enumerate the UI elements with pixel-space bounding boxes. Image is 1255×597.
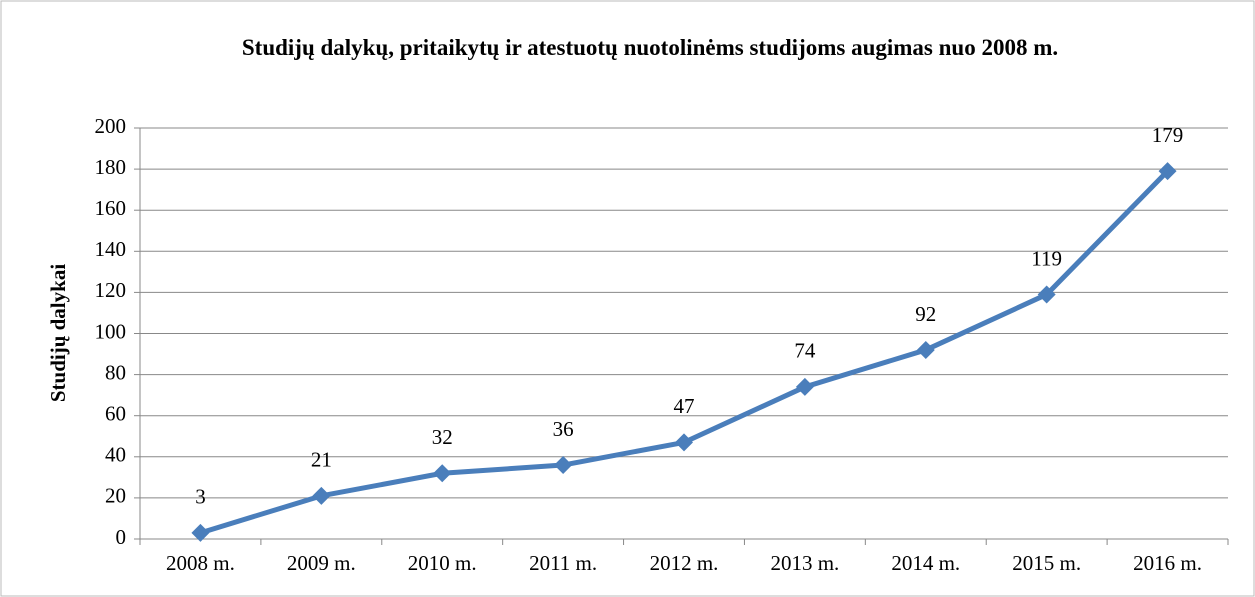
data-label: 36 bbox=[553, 417, 574, 441]
marker bbox=[191, 523, 210, 542]
data-label: 74 bbox=[794, 339, 816, 363]
y-tick-label: 200 bbox=[95, 114, 127, 138]
x-tick-label: 2013 m. bbox=[770, 551, 839, 575]
data-label: 21 bbox=[311, 448, 332, 472]
data-label: 3 bbox=[195, 485, 206, 509]
marker bbox=[795, 377, 814, 396]
data-label: 32 bbox=[432, 425, 453, 449]
marker bbox=[312, 486, 331, 505]
y-tick-label: 20 bbox=[105, 484, 126, 508]
x-tick-label: 2014 m. bbox=[891, 551, 960, 575]
data-label: 47 bbox=[674, 394, 695, 418]
data-label: 119 bbox=[1031, 246, 1062, 270]
x-tick-label: 2015 m. bbox=[1012, 551, 1081, 575]
y-tick-label: 120 bbox=[95, 278, 127, 302]
chart-title: Studijų dalykų, pritaikytų ir atestuotų … bbox=[241, 35, 1059, 60]
y-tick-label: 80 bbox=[105, 360, 126, 384]
x-tick-label: 2009 m. bbox=[287, 551, 356, 575]
x-tick-label: 2008 m. bbox=[166, 551, 235, 575]
y-tick-label: 40 bbox=[105, 443, 126, 467]
line bbox=[199, 169, 1170, 536]
data-label: 92 bbox=[915, 302, 936, 326]
y-tick-label: 160 bbox=[95, 196, 127, 220]
x-tick-label: 2010 m. bbox=[408, 551, 477, 575]
marker bbox=[554, 456, 573, 475]
x-tick-label: 2016 m. bbox=[1133, 551, 1202, 575]
marker bbox=[916, 340, 935, 359]
marker bbox=[433, 464, 452, 483]
x-tick-label: 2012 m. bbox=[650, 551, 719, 575]
marker bbox=[1037, 285, 1056, 304]
y-axis-label: Studijų dalykai bbox=[46, 264, 70, 402]
marker bbox=[1158, 162, 1177, 181]
marker bbox=[675, 433, 693, 452]
y-tick-label: 100 bbox=[95, 319, 127, 343]
y-tick-label: 0 bbox=[116, 525, 127, 549]
y-tick-label: 60 bbox=[105, 402, 126, 426]
data-label: 179 bbox=[1152, 123, 1184, 147]
y-tick-label: 140 bbox=[95, 237, 127, 261]
x-tick-label: 2011 m. bbox=[529, 551, 597, 575]
y-tick-label: 180 bbox=[95, 155, 127, 179]
